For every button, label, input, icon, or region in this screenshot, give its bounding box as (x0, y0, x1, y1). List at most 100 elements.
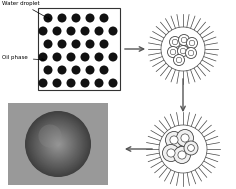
Circle shape (184, 141, 198, 155)
Circle shape (55, 141, 61, 147)
Circle shape (109, 78, 118, 88)
Circle shape (45, 131, 71, 157)
Circle shape (177, 46, 189, 57)
Circle shape (46, 132, 70, 156)
Circle shape (67, 53, 76, 61)
Circle shape (181, 37, 187, 43)
Circle shape (25, 112, 90, 177)
Circle shape (40, 126, 76, 162)
Circle shape (169, 36, 181, 47)
Circle shape (38, 124, 78, 164)
Circle shape (49, 135, 67, 153)
Bar (8, 103, 108, 185)
Circle shape (28, 114, 88, 174)
Circle shape (38, 124, 78, 164)
Circle shape (185, 47, 197, 59)
Circle shape (49, 135, 67, 153)
Circle shape (36, 122, 80, 166)
Circle shape (188, 50, 194, 56)
Circle shape (47, 133, 69, 155)
Circle shape (167, 149, 175, 157)
Circle shape (94, 26, 104, 36)
Circle shape (30, 116, 86, 172)
Circle shape (159, 125, 207, 173)
Circle shape (178, 35, 190, 46)
Circle shape (34, 120, 82, 168)
Circle shape (109, 26, 118, 36)
Circle shape (33, 119, 83, 169)
Circle shape (170, 49, 176, 55)
Circle shape (47, 134, 68, 154)
Circle shape (43, 40, 52, 49)
Circle shape (50, 136, 66, 152)
Circle shape (32, 118, 84, 170)
Circle shape (94, 53, 104, 61)
Circle shape (172, 39, 178, 45)
Circle shape (38, 26, 47, 36)
Circle shape (25, 111, 91, 177)
Circle shape (35, 121, 81, 167)
Circle shape (43, 66, 52, 74)
Circle shape (100, 13, 109, 22)
Circle shape (186, 37, 198, 49)
Circle shape (72, 13, 80, 22)
Circle shape (50, 136, 66, 152)
Circle shape (51, 137, 65, 151)
Circle shape (94, 78, 104, 88)
Bar (38, 8, 120, 90)
Circle shape (31, 117, 85, 171)
Circle shape (32, 118, 84, 170)
Circle shape (58, 40, 67, 49)
Circle shape (54, 140, 62, 148)
Circle shape (56, 142, 60, 146)
Circle shape (80, 53, 89, 61)
Circle shape (37, 123, 79, 165)
Circle shape (34, 120, 82, 168)
Circle shape (56, 142, 60, 146)
Circle shape (109, 53, 118, 61)
Circle shape (45, 131, 71, 157)
Circle shape (67, 26, 76, 36)
Circle shape (178, 151, 186, 159)
Circle shape (188, 145, 194, 151)
Circle shape (85, 13, 94, 22)
Text: Oil phase: Oil phase (2, 56, 44, 61)
Circle shape (43, 13, 52, 22)
Circle shape (35, 122, 80, 167)
Circle shape (37, 122, 80, 165)
Circle shape (27, 113, 89, 175)
Circle shape (38, 124, 62, 148)
Circle shape (43, 129, 73, 159)
Circle shape (176, 57, 182, 63)
Circle shape (52, 138, 64, 150)
Circle shape (168, 46, 178, 57)
Circle shape (173, 54, 185, 66)
Circle shape (189, 40, 195, 46)
Circle shape (30, 115, 87, 173)
Circle shape (29, 115, 87, 173)
Circle shape (43, 129, 73, 159)
Circle shape (170, 136, 178, 144)
Circle shape (72, 40, 80, 49)
Circle shape (54, 140, 62, 148)
Circle shape (52, 139, 63, 149)
Circle shape (85, 40, 94, 49)
Circle shape (40, 126, 76, 162)
Circle shape (80, 78, 89, 88)
Circle shape (30, 116, 85, 171)
Circle shape (67, 78, 76, 88)
Circle shape (26, 112, 90, 176)
Circle shape (51, 137, 65, 151)
Circle shape (53, 139, 63, 149)
Circle shape (85, 66, 94, 74)
Circle shape (28, 114, 88, 174)
Circle shape (57, 143, 59, 145)
Circle shape (55, 141, 61, 147)
Circle shape (33, 119, 83, 169)
Circle shape (80, 26, 89, 36)
Text: Water droplet: Water droplet (2, 1, 50, 19)
Circle shape (27, 113, 89, 175)
Circle shape (180, 48, 186, 54)
Circle shape (39, 125, 77, 163)
Circle shape (39, 125, 77, 163)
